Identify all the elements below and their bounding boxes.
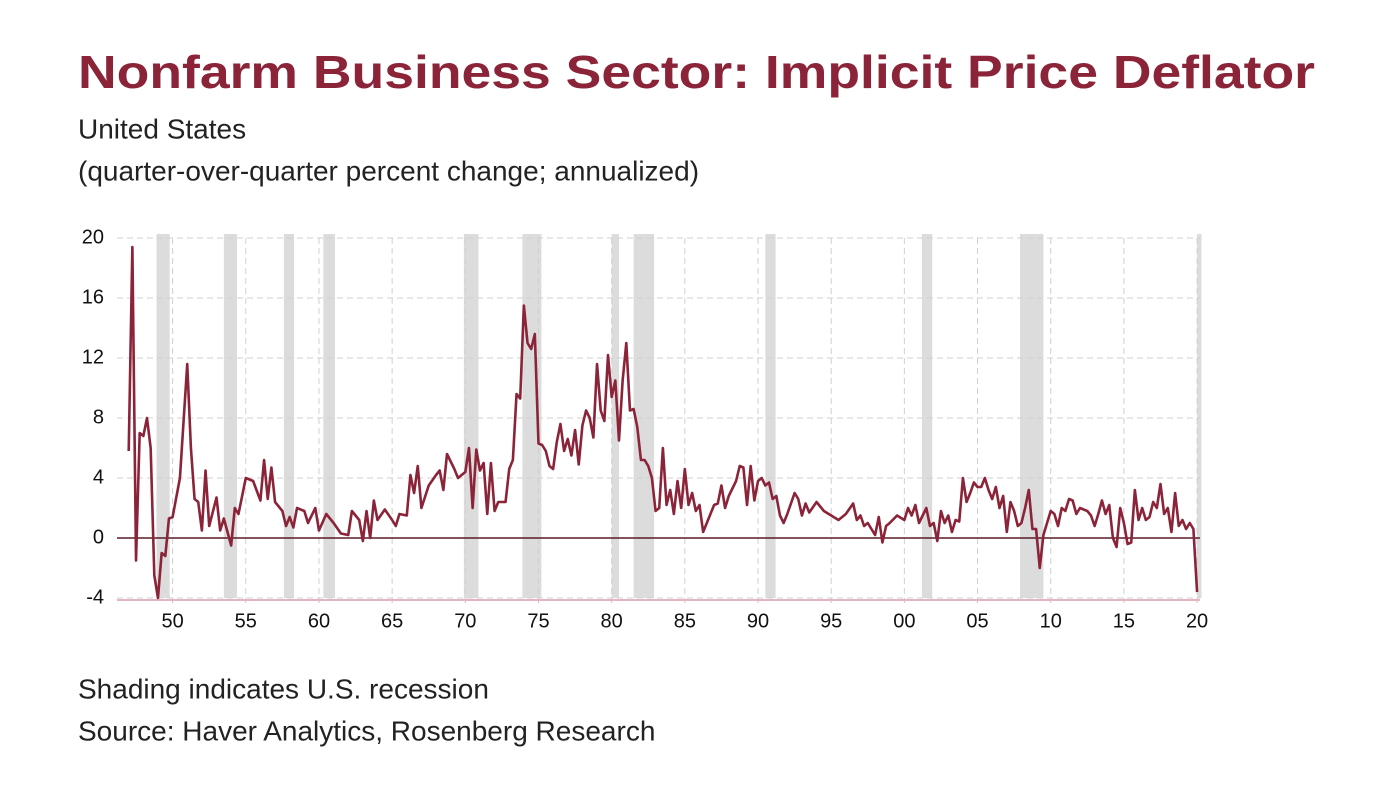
y-tick-label: -4 <box>86 586 104 608</box>
plot-area: -4 0 4 8 12 16 20 50 55 60 65 70 75 80 85 90 95 00 05 10 15 2… <box>82 226 1208 632</box>
recession-band <box>156 234 170 598</box>
note: Source: Haver Analytics, Rosenberg Resea… <box>78 715 655 746</box>
note: Shading indicates U.S. recession <box>78 673 489 704</box>
x-tick-label: 00 <box>893 610 915 632</box>
y-tick-label: 4 <box>93 466 104 488</box>
y-tick-label: 8 <box>93 406 104 428</box>
subtitle: (quarter-over-quarter percent change; an… <box>78 155 699 186</box>
y-tick-label: 12 <box>82 346 104 368</box>
x-tick-label: 15 <box>1113 610 1135 632</box>
x-tick-label: 10 <box>1040 610 1062 632</box>
recession-band <box>765 234 776 598</box>
y-tick-label: 0 <box>93 526 104 548</box>
y-tick-label: 20 <box>82 226 104 248</box>
recession-band <box>611 234 619 598</box>
x-tick-label: 65 <box>381 610 403 632</box>
x-tick-label: 75 <box>527 610 549 632</box>
x-tick-label: 85 <box>674 610 696 632</box>
recession-band <box>1197 234 1202 598</box>
recession-band <box>223 234 238 598</box>
recession-band <box>463 234 479 598</box>
x-tick-label: 20 <box>1186 610 1208 632</box>
y-tick-label: 16 <box>82 286 104 308</box>
x-tick-label: 50 <box>161 610 183 632</box>
recession-band <box>323 234 336 598</box>
x-tick-label: 05 <box>966 610 988 632</box>
recession-band <box>921 234 933 598</box>
recession-band <box>522 234 542 598</box>
subtitle: United States <box>78 113 246 144</box>
recession-band <box>1019 234 1044 598</box>
x-tick-label: 80 <box>601 610 623 632</box>
chart-title: Nonfarm Business Sector: Implicit Price … <box>78 46 1315 98</box>
x-tick-label: 70 <box>454 610 476 632</box>
data-line <box>127 245 1199 600</box>
x-tick-label: 90 <box>747 610 769 632</box>
x-tick-label: 60 <box>308 610 330 632</box>
recession-band <box>633 234 655 598</box>
recession-band <box>283 234 295 598</box>
x-tick-label: 95 <box>820 610 842 632</box>
x-tick-label: 55 <box>235 610 257 632</box>
